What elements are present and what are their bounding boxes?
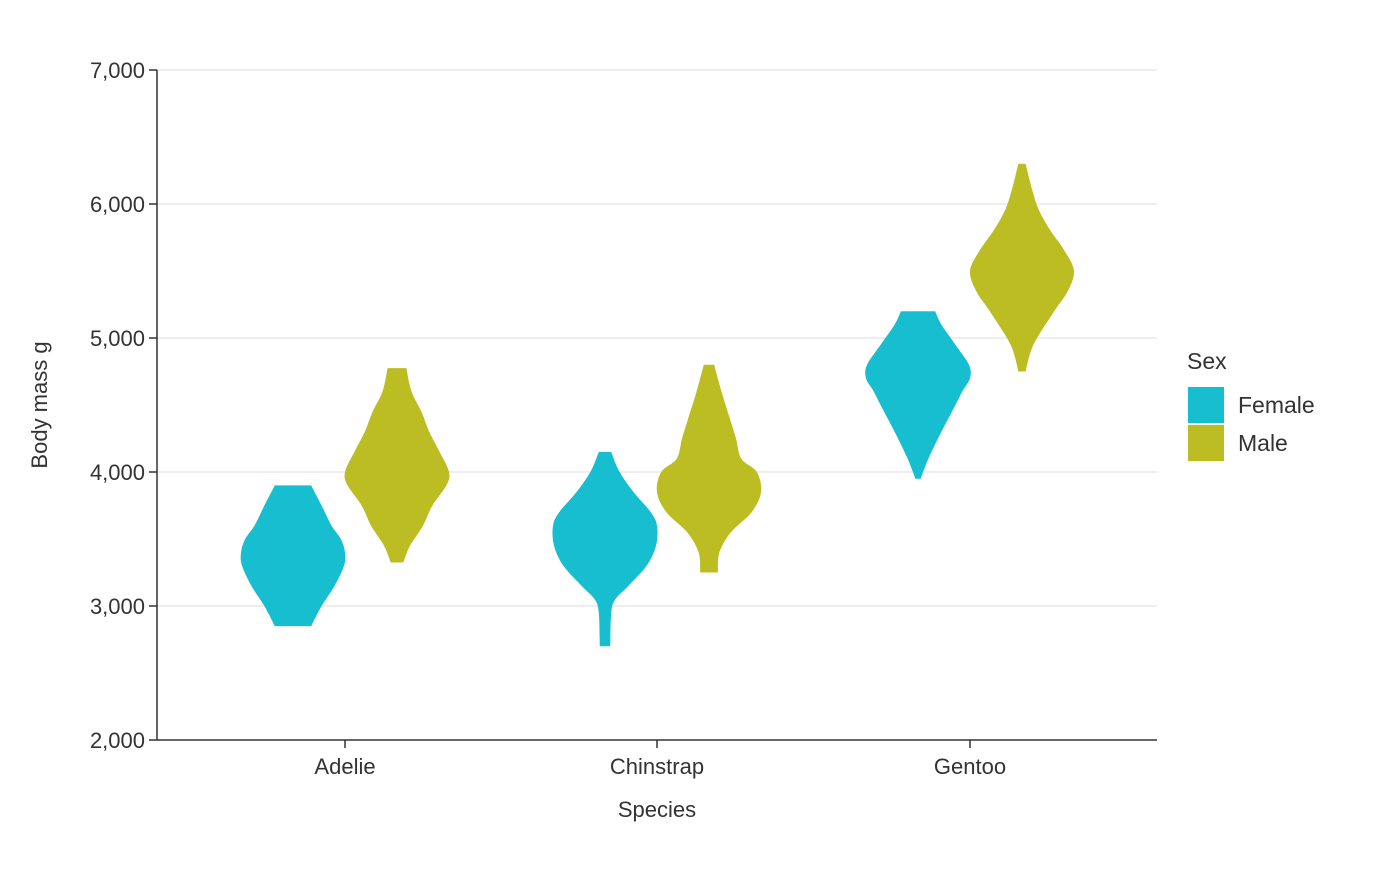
- legend-swatch-male: [1188, 425, 1224, 461]
- x-axis-title: Species: [618, 797, 696, 822]
- violin-gentoo-male: [969, 163, 1075, 372]
- legend-title: Sex: [1187, 348, 1227, 374]
- x-ticks: Adelie Chinstrap Gentoo: [314, 740, 1006, 779]
- violin-chinstrap-male: [656, 364, 762, 573]
- axes: [156, 70, 1157, 741]
- x-tick-label: Chinstrap: [610, 754, 704, 779]
- gridlines: [157, 69, 1157, 607]
- y-tick-label: 3,000: [90, 594, 145, 619]
- x-tick-label: Gentoo: [934, 754, 1006, 779]
- y-tick-label: 5,000: [90, 326, 145, 351]
- y-axis-title: Body mass g: [27, 341, 52, 468]
- y-tick-label: 6,000: [90, 192, 145, 217]
- y-tick-label: 4,000: [90, 460, 145, 485]
- violin-chinstrap-female: [552, 451, 658, 647]
- violin-adelie-male: [344, 368, 450, 563]
- y-ticks: 2,000 3,000 4,000 5,000 6,000 7,000: [90, 58, 157, 753]
- legend-swatch-female: [1188, 387, 1224, 423]
- legend-label-female: Female: [1238, 392, 1315, 418]
- violins: [240, 163, 1075, 647]
- x-tick-label: Adelie: [314, 754, 375, 779]
- y-tick-label: 2,000: [90, 728, 145, 753]
- legend-label-male: Male: [1238, 430, 1288, 456]
- y-tick-label: 7,000: [90, 58, 145, 83]
- legend-entries: Female Male: [1188, 387, 1315, 461]
- violin-adelie-female: [240, 485, 346, 627]
- legend: Sex Female Male: [1187, 348, 1315, 461]
- violin-gentoo-female: [865, 311, 971, 479]
